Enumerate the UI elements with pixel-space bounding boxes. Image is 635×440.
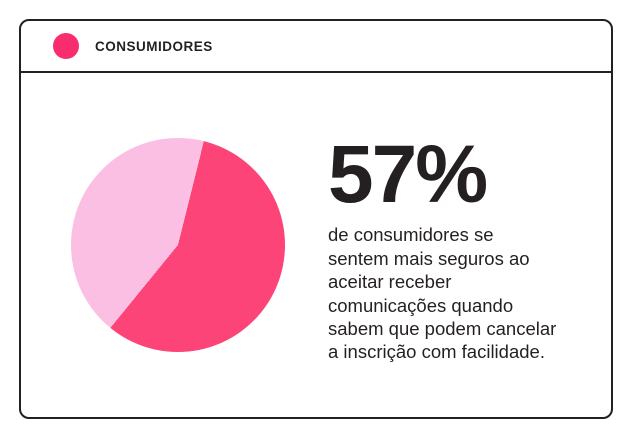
card-body: 57% de consumidores se sentem mais segur… [21,73,611,417]
stat-card: CONSUMIDORES 57% de consumidores se sent… [19,19,613,419]
stat-text-block: 57% de consumidores se sentem mais segur… [328,134,608,364]
pie-chart [71,138,285,352]
stat-value: 57% [328,129,488,221]
legend-label: CONSUMIDORES [95,38,213,54]
card-header: CONSUMIDORES [21,21,611,73]
legend-dot-icon [53,33,79,59]
stat-description: de consumidores se sentem mais seguros a… [328,224,557,363]
